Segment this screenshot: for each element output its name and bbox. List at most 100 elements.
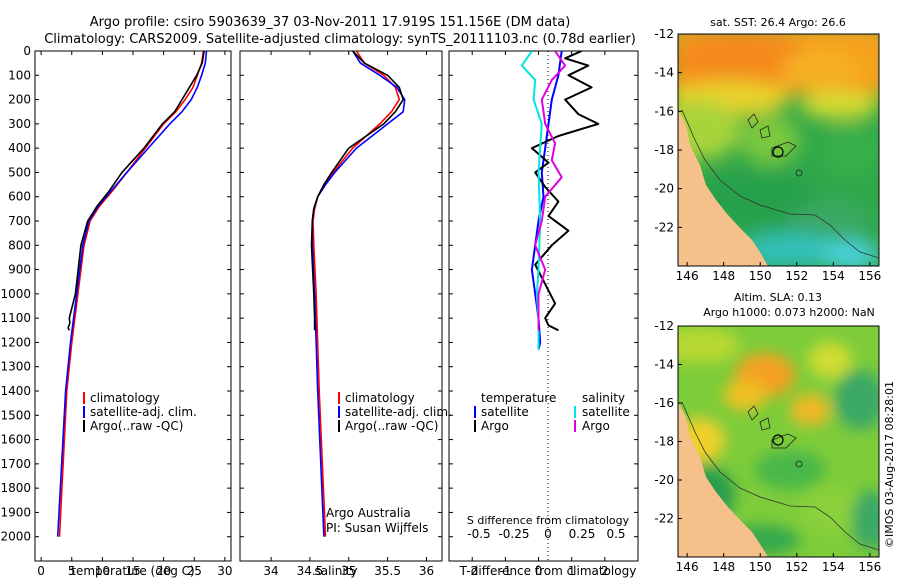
- series-salinity-argo: [534, 51, 567, 331]
- reefs: [747, 113, 797, 157]
- depth-tick-label: 600: [8, 190, 31, 204]
- depth-tick-label: 1800: [0, 481, 31, 495]
- x-tick-label: 34: [263, 564, 278, 578]
- difference-legend: temperature salinity satellite Argo sate…: [474, 391, 630, 433]
- map-y-tick-label: -16: [654, 104, 674, 118]
- figure-title-line2: Climatology: CARS2009. Satellite-adjuste…: [44, 32, 636, 47]
- map-y-tick-label: -18: [654, 143, 674, 157]
- salinity-panel-frame: [239, 50, 443, 562]
- bathymetry-contour: [681, 109, 879, 259]
- reefs: [747, 405, 797, 449]
- depth-tick-label: 800: [8, 238, 31, 252]
- temperature-axis-label: temperature (deg C): [71, 564, 194, 578]
- depth-tick-label: 100: [8, 68, 31, 82]
- sst-map-field: [678, 34, 879, 266]
- temperature-legend: climatology satellite-adj. clim. Argo(..…: [83, 391, 197, 433]
- depth-tick-label: 1600: [0, 433, 31, 447]
- legend-label-t-satellite: satellite: [481, 405, 529, 419]
- map-x-tick-label: 152: [785, 269, 808, 283]
- depth-tick-label: 1400: [0, 384, 31, 398]
- copyright-credit: ©IMOS 03-Aug-2017 08:28:01: [883, 381, 896, 548]
- x-tick-label: 34.5: [297, 564, 324, 578]
- x-tick-label: -2: [466, 564, 478, 578]
- temperature-panel-frame: [34, 50, 232, 562]
- x-tick-label: 5: [68, 564, 76, 578]
- series-climatology: [312, 51, 401, 537]
- s-difference-ticks: -0.5 -0.25 0 0.25 0.5: [467, 527, 625, 541]
- map-y-tick-label: -20: [654, 182, 674, 196]
- x-tick-label: 1: [568, 564, 576, 578]
- x-tick-label: -1: [499, 564, 511, 578]
- map-y-tick-label: -20: [654, 473, 674, 487]
- series-satellite-adj-clim-: [311, 51, 406, 537]
- s-difference-axis-label: S difference from climatology: [467, 514, 630, 527]
- legend-label-s-satellite: satellite: [582, 405, 630, 419]
- series-argo-raw-qc-: [67, 51, 205, 331]
- salinity-legend: climatology satellite-adj. clim. Argo(..…: [338, 391, 452, 433]
- map-x-tick-label: 156: [858, 560, 881, 574]
- difference-series: [520, 51, 600, 350]
- s-tick-label: 0.5: [606, 527, 625, 541]
- land-mass: [678, 110, 768, 266]
- map-y-tick-label: -22: [654, 512, 674, 526]
- depth-tick-label: 200: [8, 93, 31, 107]
- salinity-series: [310, 51, 406, 537]
- s-tick-label: 0.25: [569, 527, 596, 541]
- map-x-tick-label: 150: [749, 560, 772, 574]
- s-tick-label: -0.25: [498, 527, 529, 541]
- temperature-x-axis: 0 5 10 15 20 25 30: [37, 51, 233, 578]
- depth-tick-label: 1200: [0, 335, 31, 349]
- legend-label-s-argo: Argo: [582, 419, 610, 433]
- map-y-tick-label: -14: [654, 66, 674, 80]
- map-y-tick-label: -12: [654, 319, 674, 333]
- x-tick-label: 20: [156, 564, 171, 578]
- sla-map-title-2: Argo h1000: 0.073 h2000: NaN: [703, 306, 875, 319]
- sst-map-title: sat. SST: 26.4 Argo: 26.6: [710, 16, 846, 29]
- sst-argo-marker: [772, 146, 784, 158]
- depth-tick-label: 400: [8, 141, 31, 155]
- x-tick-label: 25: [187, 564, 202, 578]
- salinity-axis-label: salinity: [314, 564, 357, 578]
- depth-tick-label: 500: [8, 165, 31, 179]
- legend-title-temperature: temperature: [481, 391, 556, 405]
- t-difference-axis-label: T difference from climatology: [459, 564, 637, 578]
- map-y-tick-label: -22: [654, 220, 674, 234]
- legend-label-argo: Argo(..raw -QC): [90, 419, 183, 433]
- map-x-tick-label: 154: [822, 560, 845, 574]
- legend-label-climatology: climatology: [345, 391, 415, 405]
- map-x-tick-label: 152: [785, 560, 808, 574]
- s-tick-label: -0.5: [467, 527, 490, 541]
- sst-map-axes: 146 148 150 152 154 156 -12 -14 -16 -18 -20 -22: [654, 27, 881, 283]
- series-temperature-argo: [530, 51, 600, 332]
- map-y-tick-label: -16: [654, 396, 674, 410]
- reef-small: [795, 460, 803, 468]
- map-x-tick-label: 150: [749, 269, 772, 283]
- institution-label: Argo Australia: [326, 506, 411, 520]
- series-salinity-satellite: [520, 51, 543, 350]
- map-y-tick-label: -14: [654, 358, 674, 372]
- map-y-tick-label: -12: [654, 27, 674, 41]
- depth-tick-label: 1900: [0, 505, 31, 519]
- map-x-tick-label: 148: [712, 269, 735, 283]
- land-mass: [678, 402, 768, 557]
- pi-label: PI: Susan Wijffels: [326, 521, 428, 535]
- map-x-tick-label: 146: [676, 269, 699, 283]
- x-tick-label: 35.5: [374, 564, 401, 578]
- x-tick-label: 30: [217, 564, 232, 578]
- series-climatology: [58, 51, 205, 537]
- x-tick-label: 36: [419, 564, 434, 578]
- legend-label-satellite: satellite-adj. clim.: [345, 405, 452, 419]
- figure-title-line1: Argo profile: csiro 5903639_37 03-Nov-20…: [90, 15, 571, 30]
- legend-label-climatology: climatology: [90, 391, 160, 405]
- x-tick-label: 0: [37, 564, 45, 578]
- map-x-tick-label: 154: [822, 269, 845, 283]
- depth-tick-label: 1000: [0, 287, 31, 301]
- depth-tick-label: 1700: [0, 457, 31, 471]
- x-tick-label: 0: [535, 564, 543, 578]
- map-y-tick-label: -18: [654, 435, 674, 449]
- x-tick-label: 35: [341, 564, 356, 578]
- legend-title-salinity: salinity: [582, 391, 625, 405]
- depth-tick-label: 700: [8, 214, 31, 228]
- depth-axis: 0 100 200 300 400 500 600 700 800 900 1000 1100 1200…: [0, 44, 638, 544]
- legend-label-satellite: satellite-adj. clim.: [90, 405, 197, 419]
